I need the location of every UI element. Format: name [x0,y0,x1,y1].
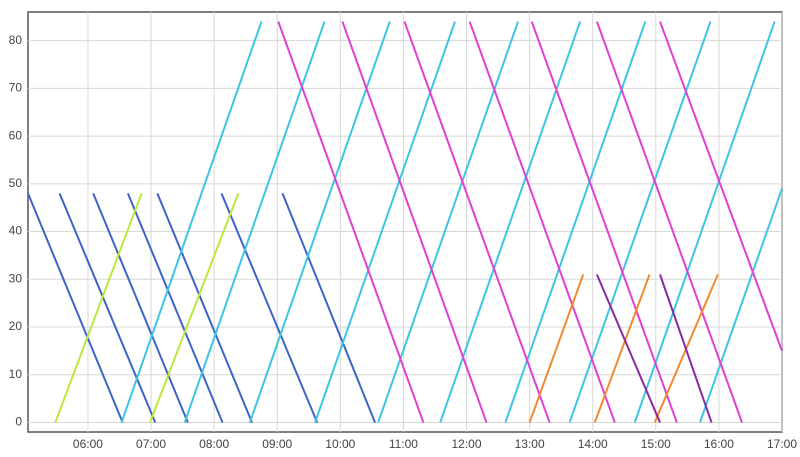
train-path [528,274,585,423]
train-path [659,21,783,352]
y-tick-label: 50 [9,176,23,190]
x-tick-label: 16:00 [704,437,734,451]
train-path [595,21,743,423]
x-tick-label: 09:00 [262,437,292,451]
train-path [568,21,712,423]
y-tick-label: 10 [9,367,23,381]
x-tick-label: 06:00 [73,437,103,451]
train-path [126,192,224,423]
x-tick-label: 08:00 [199,437,229,451]
train-path [149,193,240,423]
train-path [403,21,551,423]
y-tick-label: 80 [9,33,23,47]
train-path [314,21,456,423]
train-path [277,21,425,423]
x-tick-label: 07:00 [136,437,166,451]
train-path [595,274,661,423]
x-tick-label: 11:00 [389,437,418,451]
train-path [699,188,783,423]
labels: 0 10 20 30 40 50 60 70 80 06:00 07:00 08:00 09:00 10:… [9,33,798,451]
train-path [27,192,124,423]
train-path [593,274,651,423]
train-path [659,274,713,423]
train-path [220,192,319,423]
train-path [468,21,616,423]
y-tick-label: 20 [9,319,23,333]
train-path [156,192,253,423]
x-tick-label: 14:00 [578,437,608,451]
x-tick-label: 12:00 [452,437,482,451]
x-tick-label: 15:00 [641,437,671,451]
y-tick-label: 40 [9,224,23,238]
x-tick-label: 17:00 [767,437,797,451]
train-path [183,21,326,423]
train-path [341,21,488,423]
train-path [58,192,157,423]
train-path [530,21,678,423]
y-tick-label: 60 [9,128,23,142]
marks [27,21,783,423]
train-path [633,21,776,423]
train-path [120,21,263,423]
y-tick-label: 70 [9,81,23,95]
train-path [54,193,143,423]
x-tick-label: 10:00 [325,437,355,451]
y-tick-label: 0 [15,415,22,429]
x-tick-label: 13:00 [515,437,545,451]
y-tick-label: 30 [9,271,23,285]
train-path [92,192,189,423]
train-path [281,192,376,423]
